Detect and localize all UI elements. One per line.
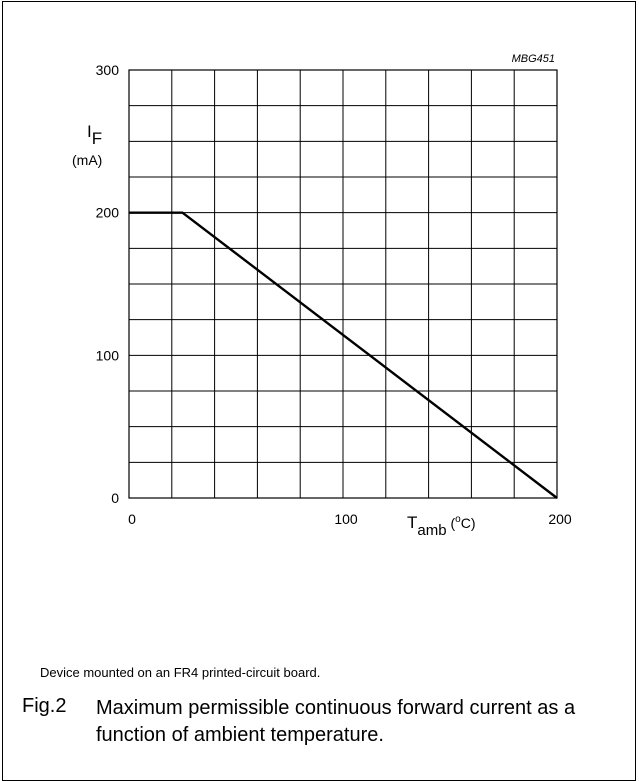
x-tick-label: 200 [548,511,572,527]
figure-number: Fig.2 [22,695,67,717]
grid [129,70,557,498]
y-tick-label: 200 [96,205,120,221]
series [129,211,558,499]
x-tick-labels: 0 100 200 [128,511,572,527]
y-axis-unit: (mA) [72,152,102,168]
x-axis-label: Tamb (oC) [407,513,475,539]
note: Device mounted on an FR4 printed-circuit… [40,665,321,680]
y-tick-label: 300 [96,62,120,78]
plot-border [128,69,558,499]
figure-code: MBG451 [512,53,555,65]
x-tick-label: 100 [334,511,358,527]
y-tick-labels: 0 100 200 300 [96,62,120,506]
y-axis-label: IF [87,122,102,148]
figure-caption: Maximum permissible continuous forward c… [96,697,576,746]
series-line [129,211,558,499]
y-tick-label: 100 [96,347,120,363]
x-tick-label: 0 [128,511,136,527]
y-tick-label: 0 [111,490,119,506]
